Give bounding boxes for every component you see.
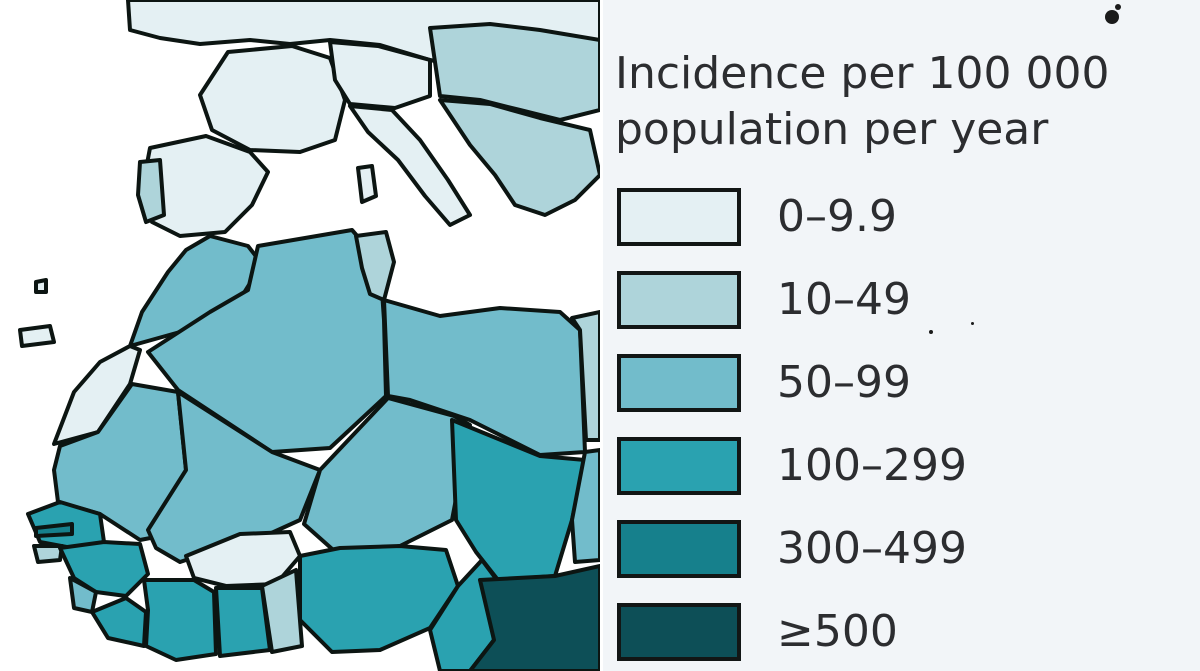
country-egypt: [570, 310, 600, 442]
country-germany-alps: [328, 40, 432, 110]
legend-item: 10–49: [617, 271, 1177, 333]
legend-item: 50–99: [617, 354, 1177, 416]
ink-blot-decoration: [1105, 10, 1119, 24]
legend-item: 0–9.9: [617, 188, 1177, 250]
country-sudan: [570, 448, 600, 564]
country-canary-islands: [18, 324, 56, 348]
legend-item: 300–499: [617, 520, 1177, 582]
country-france: [198, 44, 347, 154]
country-togo-benin: [260, 568, 304, 654]
speck-decoration: [971, 322, 974, 325]
legend-title: Incidence per 100 000 population per yea…: [615, 46, 1195, 158]
country-niger: [302, 396, 472, 558]
legend-label: 50–99: [777, 357, 911, 408]
country-guinea-bissau: [32, 544, 64, 564]
choropleth-map: [0, 0, 600, 671]
country-mauritania: [52, 382, 194, 542]
country-sardinia: [356, 164, 378, 204]
legend-title-line-1: Incidence per 100 000: [615, 48, 1110, 99]
legend-label: 10–49: [777, 274, 911, 325]
legend-swatch: [617, 520, 741, 578]
legend-item: ≥500: [617, 603, 1177, 665]
ink-blot-decoration: [1115, 4, 1121, 10]
legend: Incidence per 100 000 population per yea…: [603, 0, 1200, 671]
country-italy: [348, 104, 472, 227]
legend-label: 100–299: [777, 440, 967, 491]
legend-item: 100–299: [617, 437, 1177, 499]
legend-swatch: [617, 437, 741, 495]
legend-swatch: [617, 354, 741, 412]
country-ivory-coast: [142, 578, 218, 662]
legend-swatch: [617, 188, 741, 246]
country-burkina-faso: [184, 530, 302, 588]
country-gambia: [34, 522, 74, 538]
map-svg: [18, 0, 600, 671]
legend-label: ≥500: [777, 606, 898, 657]
country-balkans: [438, 98, 600, 217]
legend-label: 300–499: [777, 523, 967, 574]
legend-title-line-2: population per year: [615, 104, 1049, 155]
country-car: [468, 564, 600, 671]
legend-swatch: [617, 271, 741, 329]
country-eastern-europe: [428, 22, 600, 122]
panel-divider: [600, 0, 603, 671]
legend-label: 0–9.9: [777, 191, 897, 242]
country-island-fragment: [34, 278, 48, 294]
legend-swatch: [617, 603, 741, 661]
speck-decoration: [929, 330, 933, 334]
country-portugal: [136, 158, 166, 224]
